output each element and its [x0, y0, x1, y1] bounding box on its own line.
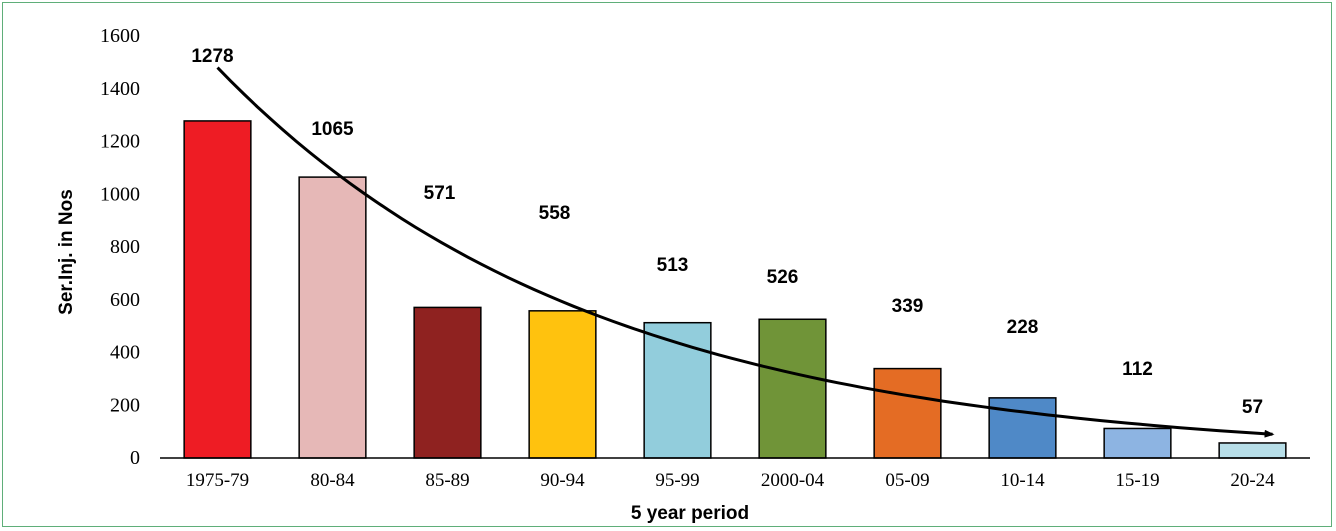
x-tick-label: 90-94	[540, 470, 585, 491]
data-label: 339	[892, 296, 924, 317]
y-tick-label: 1200	[100, 131, 140, 153]
y-axis-title: Ser.Inj. in Nos	[56, 189, 77, 315]
y-tick-label: 1000	[100, 183, 140, 205]
data-label: 57	[1242, 397, 1263, 418]
data-label: 513	[657, 255, 689, 276]
bar	[298, 176, 367, 459]
y-tick-label: 600	[110, 289, 140, 311]
data-label: 1278	[191, 46, 233, 67]
bar	[183, 120, 252, 459]
x-tick-label: 20-24	[1230, 470, 1275, 491]
y-tick-label: 200	[110, 394, 140, 416]
x-tick-label: 95-99	[655, 470, 699, 491]
bar	[758, 318, 827, 459]
bar	[1103, 427, 1172, 459]
x-tick-label: 15-19	[1115, 470, 1159, 491]
data-label: 228	[1007, 317, 1039, 338]
data-label: 1065	[311, 119, 354, 140]
bar	[1218, 442, 1287, 459]
data-label: 558	[539, 203, 571, 224]
bar	[413, 306, 482, 459]
data-label: 526	[767, 267, 799, 288]
trend-line	[216, 66, 1275, 438]
bar	[528, 310, 597, 459]
y-tick-label: 800	[110, 236, 140, 258]
x-tick-label: 2000-04	[761, 470, 825, 491]
bar	[988, 397, 1057, 459]
x-axis-title: 5 year period	[631, 503, 749, 524]
x-tick-label: 85-89	[425, 470, 469, 491]
y-tick-label: 400	[110, 342, 140, 364]
data-labels: 1278 1065 571 558 513 526 339 228 112 57	[191, 46, 1263, 418]
y-tick-label: 1600	[100, 25, 140, 47]
x-tick-label: 80-84	[310, 470, 355, 491]
data-label: 571	[424, 183, 456, 204]
y-axis-ticks: 0 200 400 600 800 1000 1200 1400 1600	[100, 25, 140, 469]
data-label: 112	[1122, 359, 1153, 380]
y-tick-label: 1400	[100, 78, 140, 100]
x-axis-ticks: 1975-79 80-84 85-89 90-94 95-99 2000-04 05-09 1…	[186, 470, 1275, 491]
x-tick-label: 1975-79	[186, 470, 249, 491]
bar	[873, 367, 942, 459]
bars	[183, 120, 1287, 459]
y-tick-label: 0	[130, 447, 140, 469]
x-tick-label: 05-09	[885, 470, 929, 491]
x-tick-label: 10-14	[1000, 470, 1045, 491]
